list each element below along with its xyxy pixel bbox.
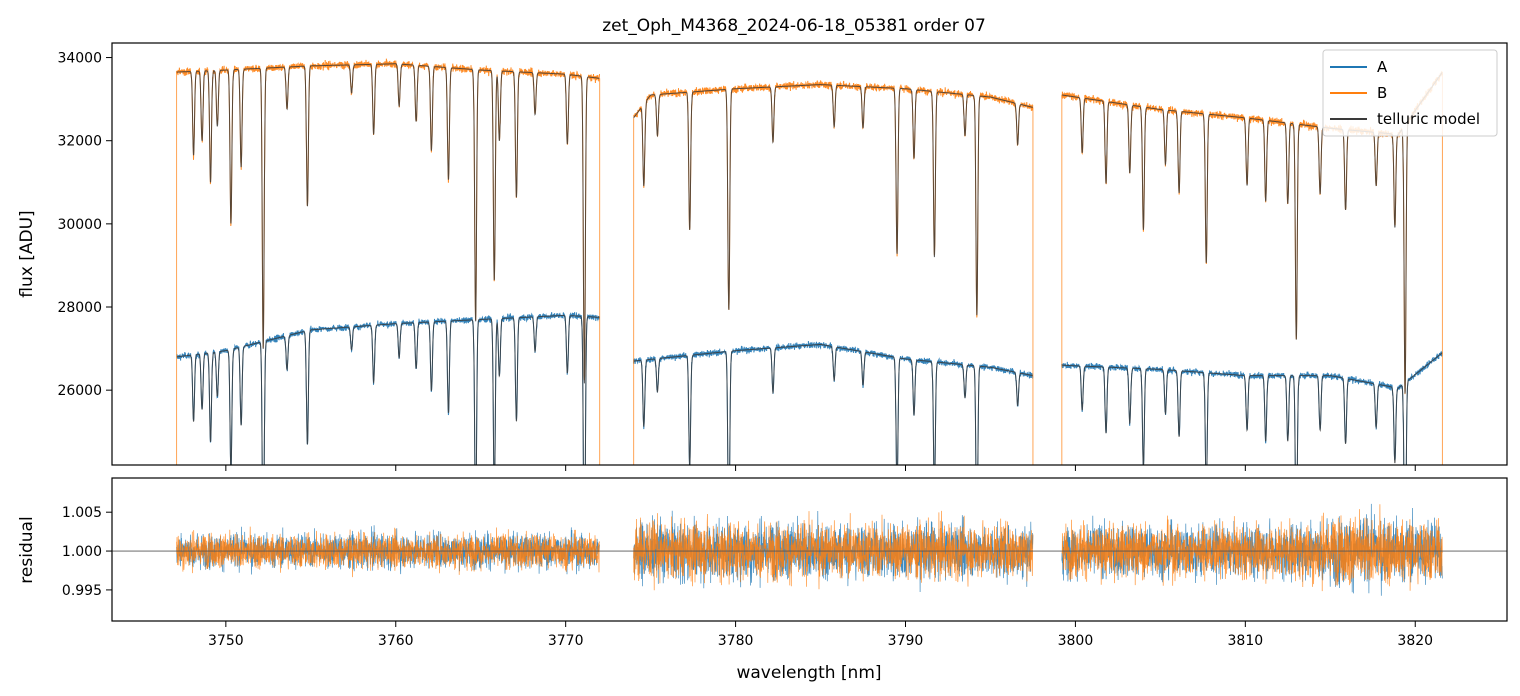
telluric-model-B-segment-1 [633,84,1033,316]
residual-x-tick-label: 3800 [1058,633,1094,649]
series-A-segment-0 [176,312,600,465]
spectrum-y-tick-label: 26000 [57,383,102,399]
residual-x-tick-label: 3790 [888,633,924,649]
legend: A B telluric model [1322,49,1498,137]
residual-x-tick-label: 3750 [208,633,244,649]
spectrum-y-tick-label: 32000 [57,134,102,150]
residual-x-tick-label: 3760 [378,633,414,649]
spectrum-y-tick-label: 30000 [57,217,102,233]
residual-x-tick-label: 3780 [718,633,754,649]
series-B-segment-0 [176,58,600,381]
residual-y-axis-label: residual [17,516,37,583]
residual-axes-frame [111,477,1508,622]
legend-label-A: A [1377,58,1388,76]
residual-y-tick-label: 1.000 [62,544,102,560]
legend-label-B: B [1377,84,1387,102]
residual-y-tick-label: 0.995 [62,583,102,599]
spectrum-y-tick-label: 34000 [57,51,102,67]
telluric-model-B-segment-0 [176,63,600,384]
spectrum-y-tick-label: 28000 [57,300,102,316]
residual-B-segment-2 [1061,504,1443,592]
legend-box [1322,49,1498,137]
residual-x-tick-label: 3820 [1397,633,1433,649]
legend-label-telluric-model: telluric model [1377,110,1480,128]
spectrum-panel: 26000 28000 30000 32000 34000 flux [ADU] A B… [17,42,1508,471]
telluric-model-A-segment-2 [1061,352,1443,465]
telluric-model-A-segment-1 [633,343,1033,465]
series-B-segment-2 [1061,71,1443,395]
residual-B-segment-0 [176,526,600,578]
chart-title: zet_Oph_M4368_2024-06-18_05381 order 07 [602,16,986,36]
residual-x-tick-label: 3770 [548,633,584,649]
x-axis-label: wavelength [nm] [736,663,881,683]
spectrum-y-axis-label: flux [ADU] [17,210,37,297]
residual-x-tick-label: 3810 [1228,633,1264,649]
telluric-model-A-segment-0 [176,314,600,465]
residual-panel: 0.995 1.000 1.005 3750 3760 3770 3780 3790 3800… [17,477,1508,683]
residual-B-segment-1 [633,510,1034,591]
residual-y-tick-label: 1.005 [62,505,102,521]
spectrum-axes-frame [111,42,1508,466]
